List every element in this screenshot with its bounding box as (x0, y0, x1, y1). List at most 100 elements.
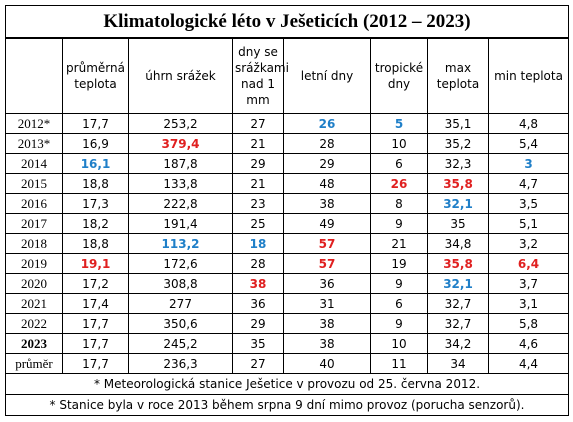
cell: 8 (370, 193, 428, 214)
cell: 35,1 (427, 113, 489, 134)
cell: 18,8 (62, 173, 129, 194)
cell: 57 (283, 233, 371, 254)
table-row: 2020 17,2 308,8 38 36 9 32,1 3,7 (5, 273, 570, 294)
cell: 25 (232, 213, 284, 234)
table-row: 2013* 16,9 379,4 21 28 10 35,2 5,4 (5, 133, 570, 154)
cell: 308,8 (128, 273, 233, 294)
row-label: 2016 (5, 193, 63, 214)
cell: 4,7 (487, 173, 570, 194)
cell: 5 (370, 113, 428, 134)
cell: 10 (370, 133, 428, 154)
cell: 4,6 (487, 333, 570, 354)
row-label: 2021 (5, 293, 63, 314)
cell: 32,1 (427, 273, 489, 294)
cell: 29 (283, 153, 371, 174)
table-row: 2014 16,1 187,8 29 29 6 32,3 3 (5, 153, 570, 174)
cell: 10 (370, 333, 428, 354)
row-label: 2017 (5, 213, 63, 234)
row-label: 2023 (5, 333, 63, 354)
row-label: 2020 (5, 273, 63, 294)
cell: 5,4 (487, 133, 570, 154)
cell: 236,3 (128, 353, 233, 374)
cell: 57 (283, 253, 371, 274)
cell: 133,8 (128, 173, 233, 194)
cell: 17,7 (62, 113, 129, 134)
header-cell: úhrn srážek (128, 37, 233, 114)
cell: 18,2 (62, 213, 129, 234)
header-cell: průměrná teplota (62, 37, 129, 114)
cell: 6 (370, 153, 428, 174)
cell: 21 (370, 233, 428, 254)
cell: 18 (232, 233, 284, 254)
cell: 277 (128, 293, 233, 314)
cell: 23 (232, 193, 284, 214)
cell: 29 (232, 153, 284, 174)
cell: 27 (232, 353, 284, 374)
row-label: 2018 (5, 233, 63, 254)
cell: 3,7 (487, 273, 570, 294)
cell: 35 (427, 213, 489, 234)
cell: 4,8 (487, 113, 570, 134)
cell: 32,7 (427, 313, 489, 334)
row-label: 2022 (5, 313, 63, 334)
row-label: průměr (5, 353, 63, 374)
footnote-row: * Stanice byla v roce 2013 během srpna 9… (4, 394, 570, 416)
cell: 38 (232, 273, 284, 294)
cell: 49 (283, 213, 371, 234)
cell: 32,3 (427, 153, 489, 174)
cell: 35,8 (427, 253, 489, 274)
footnote: * Meteorologická stanice Ješetice v prov… (4, 373, 570, 395)
table-row: 2012* 17,7 253,2 27 26 5 35,1 4,8 (5, 113, 570, 134)
cell: 5,1 (487, 213, 570, 234)
cell: 379,4 (128, 133, 233, 154)
cell: 222,8 (128, 193, 233, 214)
cell: 11 (370, 353, 428, 374)
table-row: 2018 18,8 113,2 18 57 21 34,8 3,2 (5, 233, 570, 254)
cell: 5,8 (487, 313, 570, 334)
cell: 16,9 (62, 133, 129, 154)
footnote: * Stanice byla v roce 2013 během srpna 9… (4, 394, 570, 416)
cell: 191,4 (128, 213, 233, 234)
cell: 17,7 (62, 333, 129, 354)
header-cell: tropické dny (370, 37, 428, 114)
cell: 29 (232, 313, 284, 334)
row-label: 2013* (5, 133, 63, 154)
row-label: 2014 (5, 153, 63, 174)
table-row: 2016 17,3 222,8 23 38 8 32,1 3,5 (5, 193, 570, 214)
cell: 350,6 (128, 313, 233, 334)
cell: 187,8 (128, 153, 233, 174)
cell: 38 (283, 313, 371, 334)
cell: 6,4 (487, 253, 570, 274)
header-cell: dny se srážkami nad 1 mm (232, 37, 289, 114)
cell: 17,3 (62, 193, 129, 214)
table-row: 2021 17,4 277 36 31 6 32,7 3,1 (5, 293, 570, 314)
cell: 32,7 (427, 293, 489, 314)
cell: 36 (232, 293, 284, 314)
cell: 245,2 (128, 333, 233, 354)
cell: 17,4 (62, 293, 129, 314)
cell: 113,2 (128, 233, 233, 254)
cell: 253,2 (128, 113, 233, 134)
cell: 9 (370, 273, 428, 294)
table-row: 2015 18,8 133,8 21 48 26 35,8 4,7 (5, 173, 570, 194)
row-label: 2015 (5, 173, 63, 194)
cell: 34,2 (427, 333, 489, 354)
cell: 4,4 (487, 353, 570, 374)
cell: 3,2 (487, 233, 570, 254)
cell: 27 (232, 113, 284, 134)
cell: 32,1 (427, 193, 489, 214)
cell: 21 (232, 173, 284, 194)
cell: 40 (283, 353, 371, 374)
cell: 26 (370, 173, 428, 194)
cell: 35,8 (427, 173, 489, 194)
cell: 38 (283, 333, 371, 354)
cell: 19 (370, 253, 428, 274)
cell: 28 (232, 253, 284, 274)
cell: 17,7 (62, 353, 129, 374)
cell: 38 (283, 193, 371, 214)
cell: 17,2 (62, 273, 129, 294)
cell: 3,5 (487, 193, 570, 214)
table-row: 2023 17,7 245,2 35 38 10 34,2 4,6 (5, 333, 570, 354)
cell: 3 (487, 153, 570, 174)
